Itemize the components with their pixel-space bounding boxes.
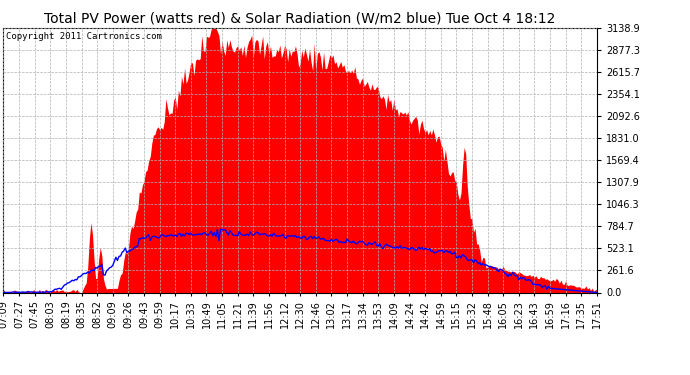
Text: Copyright 2011 Cartronics.com: Copyright 2011 Cartronics.com [6,32,162,41]
Title: Total PV Power (watts red) & Solar Radiation (W/m2 blue) Tue Oct 4 18:12: Total PV Power (watts red) & Solar Radia… [44,12,556,26]
